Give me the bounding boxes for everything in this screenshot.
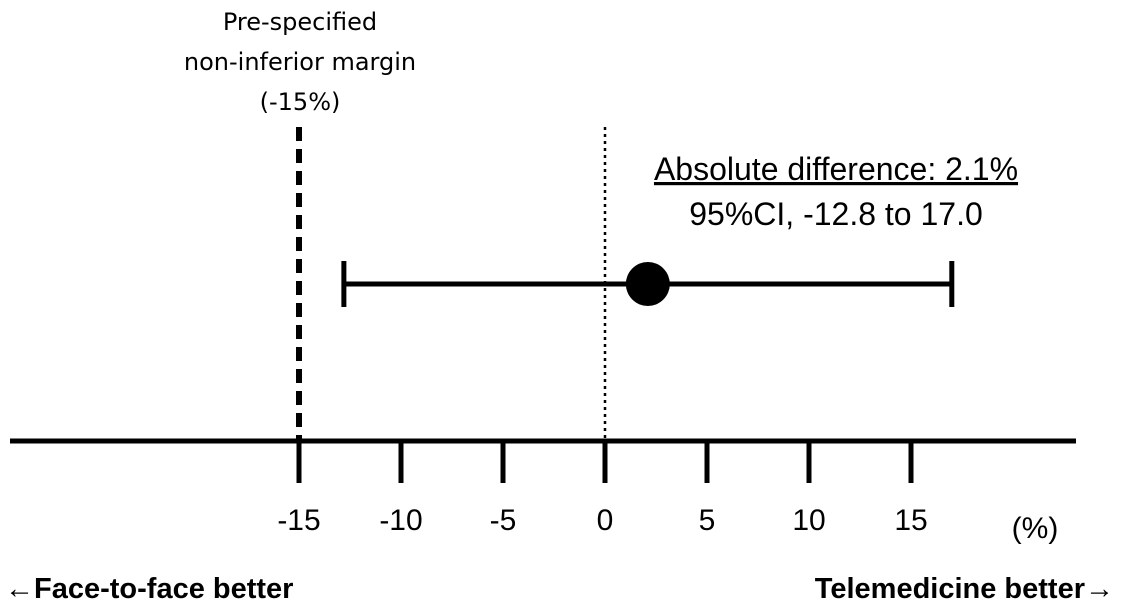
- x-unit-label: (%): [1012, 512, 1059, 545]
- margin-label-line: Pre-specified: [223, 8, 377, 36]
- left-direction-label: ←Face-to-face better: [5, 573, 293, 605]
- margin-label-line: (-15%): [260, 88, 341, 116]
- plot-area: -15 -10 -5 0 5 10 15: [10, 127, 1076, 537]
- x-tick-label: 15: [894, 504, 927, 537]
- x-tick-label: -15: [277, 504, 320, 537]
- x-tick-label: -10: [379, 504, 422, 537]
- margin-label: Pre-specified non-inferior margin (-15%): [184, 8, 416, 116]
- x-tick-label: -5: [490, 504, 517, 537]
- x-tick-label: 0: [597, 504, 614, 537]
- estimate-label: Absolute difference: 2.1%: [654, 151, 1018, 187]
- ci-label: 95%CI, -12.8 to 17.0: [689, 196, 983, 232]
- x-tick-label: 5: [699, 504, 716, 537]
- right-direction-label: Telemedicine better→: [815, 573, 1114, 605]
- point-estimate-marker: [625, 262, 670, 306]
- margin-label-line: non-inferior margin: [184, 48, 416, 76]
- x-tick-label: 10: [792, 504, 825, 537]
